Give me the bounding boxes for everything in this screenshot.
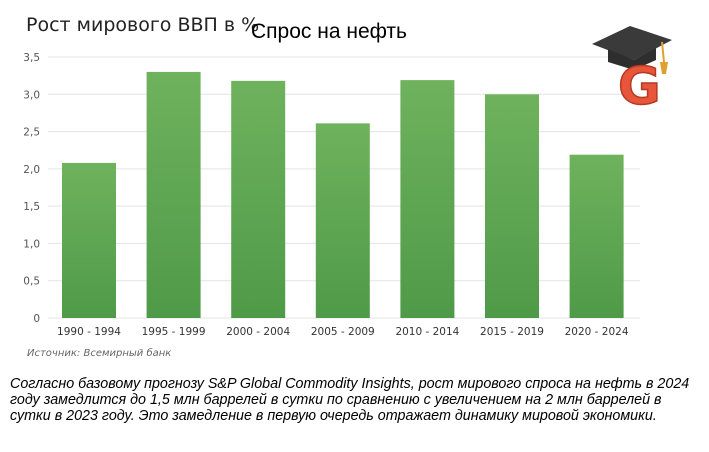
x-tick-label: 2010 - 2014: [395, 326, 459, 338]
y-tick-label: 1,0: [23, 238, 40, 250]
y-tick-label: 2,5: [23, 127, 40, 139]
source-note: Источник: Всемирный банк: [27, 348, 172, 359]
overlay-title: Спрос на нефть: [251, 20, 407, 43]
x-tick-label: 2005 - 2009: [311, 326, 375, 338]
bar: [569, 154, 624, 318]
x-tick-label: 2020 - 2024: [565, 326, 629, 338]
bars: [62, 71, 624, 319]
bar: [485, 94, 539, 319]
x-tick-labels: 1990 - 1994 1995 - 1999 2000 - 2004 2005 - …: [57, 326, 629, 338]
x-tick-label: 1995 - 1999: [142, 326, 206, 338]
graduation-cap-icon: [592, 26, 672, 60]
caption-text: Согласно базовому прогнозу S&P Global Co…: [10, 376, 690, 424]
bar: [400, 80, 455, 318]
bar: [315, 123, 370, 319]
chart-title: Рост мирового ВВП в %: [26, 14, 260, 36]
bar: [62, 162, 116, 318]
bar: [231, 80, 286, 318]
x-tick-label: 1990 - 1994: [57, 326, 121, 338]
y-tick-label: 0: [33, 313, 40, 325]
bar: [146, 71, 201, 319]
y-tick-labels: 0 0,5 1,0 1,5 2,0 2,5 3,0 3,5: [23, 52, 40, 325]
y-tick-label: 3,0: [23, 89, 40, 101]
y-tick-label: 0,5: [23, 276, 40, 288]
y-tick-label: 3,5: [23, 52, 40, 64]
y-tick-label: 2,0: [23, 164, 40, 176]
logo-icon: G: [592, 26, 672, 110]
y-tick-label: 1,5: [23, 201, 40, 213]
x-tick-label: 2015 - 2019: [480, 326, 544, 338]
x-tick-label: 2000 - 2004: [226, 326, 290, 338]
logo-letter: G: [618, 57, 661, 110]
